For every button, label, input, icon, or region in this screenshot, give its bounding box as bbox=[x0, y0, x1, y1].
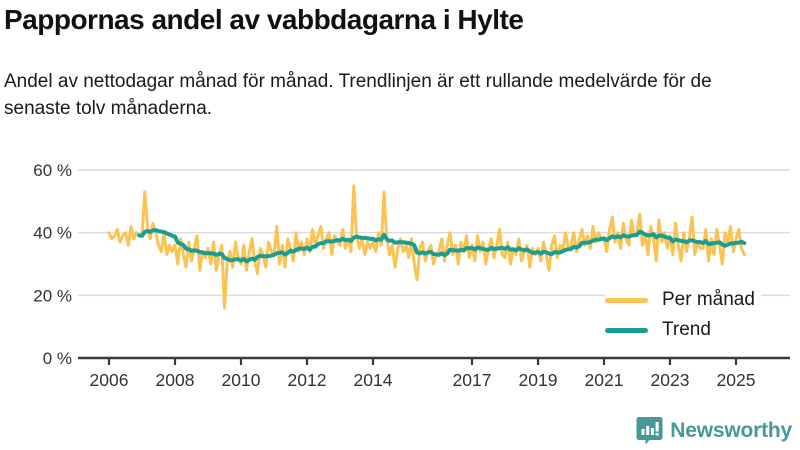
x-tick-label-2017: 2017 bbox=[453, 370, 492, 390]
trend-line-swatch bbox=[605, 327, 648, 333]
x-tick-label-2023: 2023 bbox=[651, 370, 690, 390]
x-tick-label-2021: 2021 bbox=[585, 370, 624, 390]
x-tick-label-2012: 2012 bbox=[288, 370, 327, 390]
y-tick-label-20: 20 % bbox=[33, 286, 72, 305]
y-tick-label-0: 0 % bbox=[43, 349, 72, 368]
per-manad-line-swatch bbox=[605, 297, 648, 303]
x-tick-label-2010: 2010 bbox=[222, 370, 261, 390]
x-tick-label-2014: 2014 bbox=[354, 370, 393, 390]
x-tick-label-2008: 2008 bbox=[156, 370, 195, 390]
x-tick-label-2025: 2025 bbox=[717, 370, 756, 390]
newsworthy-branding: Newsworthy bbox=[636, 416, 792, 445]
y-tick-label-60: 60 % bbox=[33, 161, 72, 180]
legend-item-per-manad: Per månad bbox=[605, 288, 755, 312]
legend-label-per-manad: Per månad bbox=[662, 289, 755, 310]
y-tick-label-40: 40 % bbox=[33, 224, 72, 243]
chart-legend: Per månad Trend bbox=[605, 286, 761, 344]
chart-subtitle: Andel av nettodagar månad för månad. Tre… bbox=[4, 71, 712, 119]
trend-line bbox=[137, 228, 747, 264]
page-title: Pappornas andel av vabbdagarna i Hylte bbox=[4, 4, 524, 35]
newsworthy-logo-icon bbox=[636, 417, 663, 445]
legend-item-trend: Trend bbox=[605, 318, 755, 342]
x-tick-label-2019: 2019 bbox=[519, 370, 558, 390]
legend-label-trend: Trend bbox=[662, 319, 711, 340]
x-tick-label-2006: 2006 bbox=[90, 370, 129, 390]
newsworthy-brand-name: Newsworthy bbox=[670, 418, 792, 442]
